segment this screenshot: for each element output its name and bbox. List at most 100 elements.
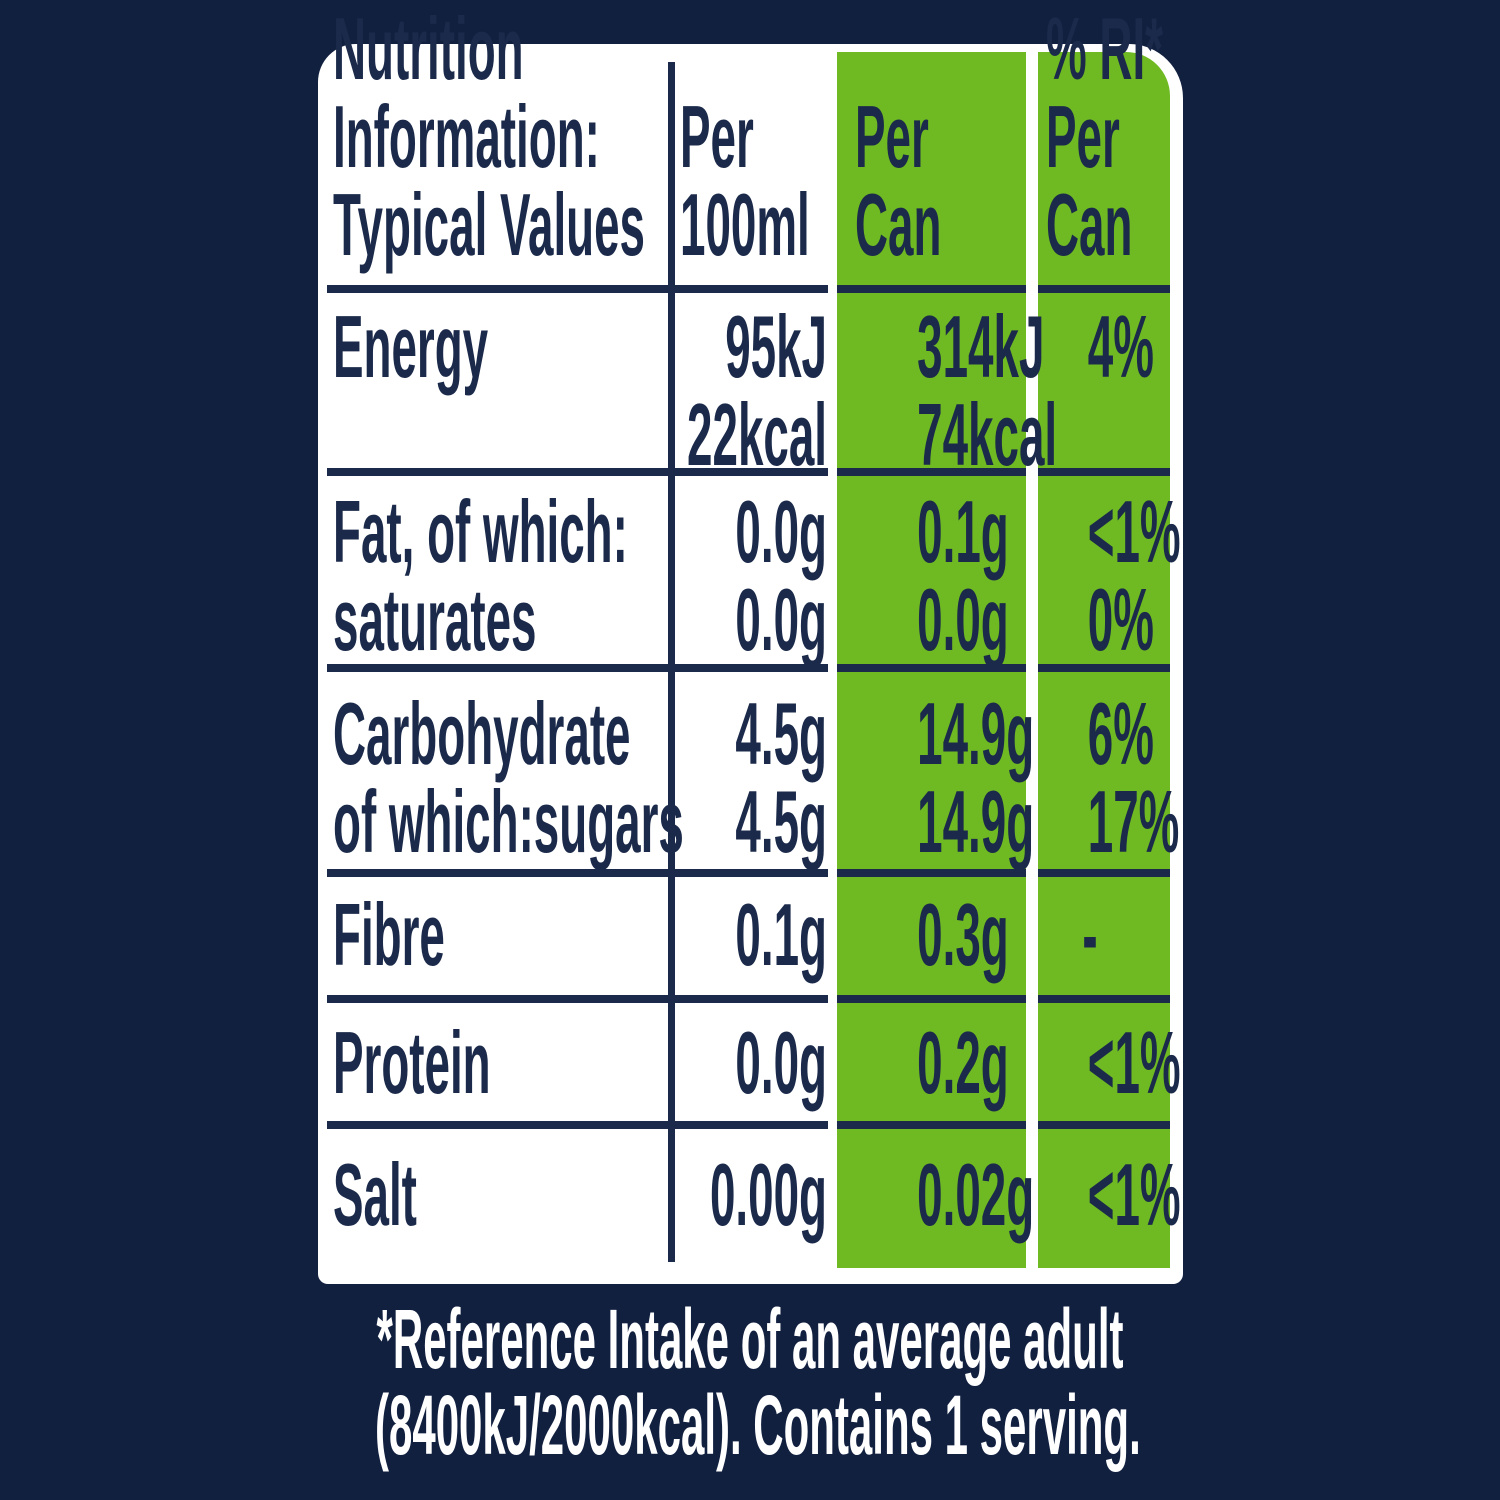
per-100ml-value: 0.1g <box>478 891 827 979</box>
ri-per-can-value: 6% 17% <box>1034 684 1180 871</box>
row-divider <box>837 664 1026 672</box>
row-divider <box>327 995 828 1003</box>
table-row-salt: Salt 0.00g 0.02g <1% <box>318 1125 1183 1284</box>
value-text: 95kJ <box>725 297 827 396</box>
row-label: Carbohydrate of which:sugars <box>333 690 684 866</box>
row-label-text: Fibre <box>333 885 445 984</box>
value-text: 17% <box>1087 772 1180 871</box>
value-text: 0.3g <box>917 885 1009 984</box>
value-text: 0.0g <box>917 570 1009 669</box>
value-text: 4.5g <box>735 772 827 871</box>
value-text: 0.0g <box>735 1013 827 1112</box>
header-line: % RI* <box>1046 0 1163 98</box>
value-text: 4.5g <box>735 684 827 783</box>
header-line: Nutrition <box>333 0 524 98</box>
footnote-line-1: *Reference Intake of an average adult <box>376 1292 1124 1386</box>
header-line: 100ml <box>680 175 810 274</box>
per-100ml-value: 95kJ 22kcal <box>478 303 827 479</box>
value-text: 14.9g <box>917 684 1035 783</box>
row-divider <box>1038 664 1170 672</box>
row-label: Fibre <box>333 891 673 979</box>
header-per-can: Per Can <box>855 93 1021 269</box>
row-divider <box>327 664 828 672</box>
row-divider <box>1038 1121 1170 1129</box>
row-label-text: Salt <box>333 1145 417 1244</box>
value-text: 0.00g <box>709 1145 827 1244</box>
table-header-row: Nutrition Information: Typical Values Pe… <box>318 5 1183 285</box>
header-line: Can <box>855 175 942 274</box>
reference-intake-footnote: *Reference Intake of an average adult (8… <box>0 1296 1500 1468</box>
value-text: <1% <box>1087 1013 1181 1112</box>
per-100ml-value: 0.0g <box>478 1019 827 1107</box>
per-can-value: 314kJ 74kcal <box>837 297 1058 484</box>
ri-per-can-value: 4% <box>1034 297 1154 396</box>
row-divider <box>837 1121 1026 1129</box>
row-divider <box>1038 285 1170 293</box>
table-row-protein: Protein 0.0g 0.2g <1% <box>318 999 1183 1121</box>
table-row-carbohydrate: Carbohydrate of which:sugars 4.5g 4.5g 1… <box>318 668 1183 869</box>
row-divider <box>1038 995 1170 1003</box>
value-text: <1% <box>1087 482 1181 581</box>
header-line: Information: <box>333 87 600 186</box>
value-text: 22kcal <box>687 385 827 484</box>
table-row-energy: Energy 95kJ 22kcal 314kJ 74kcal 4% <box>318 289 1183 479</box>
header-line: Per <box>1046 87 1120 186</box>
per-can-value: 0.02g <box>837 1145 1035 1244</box>
value-text: 0% <box>1087 570 1154 669</box>
header-line: Per <box>855 87 929 186</box>
row-label-text: saturates <box>333 570 537 669</box>
row-divider <box>1038 468 1170 476</box>
value-text: 6% <box>1087 684 1154 783</box>
per-can-value: 14.9g 14.9g <box>837 684 1035 871</box>
row-divider <box>837 995 1026 1003</box>
header-ri-per-can: % RI* Per Can <box>1046 5 1271 269</box>
row-label: Fat, of which: saturates <box>333 488 673 664</box>
value-text: 0.0g <box>735 570 827 669</box>
value-text: 0.02g <box>917 1145 1035 1244</box>
row-label: Salt <box>333 1151 673 1239</box>
row-label-text: Protein <box>333 1013 491 1112</box>
value-text: 0.1g <box>735 885 827 984</box>
value-text: 314kJ <box>917 297 1045 396</box>
row-label: Energy <box>333 303 673 391</box>
row-divider <box>327 869 828 877</box>
value-text: <1% <box>1087 1145 1181 1244</box>
value-text: 14.9g <box>917 772 1035 871</box>
table-row-fibre: Fibre 0.1g 0.3g - <box>318 873 1183 995</box>
ri-per-can-value: - <box>1034 891 1146 979</box>
per-100ml-value: 0.00g <box>478 1151 827 1239</box>
header-per-100ml: Per 100ml <box>680 93 930 269</box>
column-divider-line <box>668 62 675 1262</box>
ri-per-can-column-background <box>1038 52 1170 1268</box>
row-divider <box>327 468 828 476</box>
row-label-text: Energy <box>333 297 489 396</box>
value-text: 0.2g <box>917 1013 1009 1112</box>
row-label: Protein <box>333 1019 673 1107</box>
per-can-value: 0.2g <box>837 1013 1009 1112</box>
value-text: 4% <box>1087 297 1154 396</box>
header-line: Per <box>680 87 754 186</box>
value-text: 0.1g <box>917 482 1009 581</box>
row-divider <box>327 1121 828 1129</box>
value-text: - <box>1082 885 1098 984</box>
value-text: 74kcal <box>917 385 1058 484</box>
value-text: 0.0g <box>735 482 827 581</box>
ri-per-can-value: <1% <box>1034 1145 1181 1244</box>
row-divider <box>327 285 828 293</box>
header-typical-values: Nutrition Information: Typical Values <box>333 5 933 269</box>
per-can-value: 0.1g 0.0g <box>837 482 1009 669</box>
per-can-value: 0.3g <box>837 885 1009 984</box>
header-line: Typical Values <box>333 175 646 274</box>
per-100ml-value: 4.5g 4.5g <box>478 690 827 866</box>
row-divider <box>837 869 1026 877</box>
per-can-column-background <box>837 52 1026 1268</box>
nutrition-panel: Nutrition Information: Typical Values Pe… <box>318 5 1183 1284</box>
ri-per-can-value: <1% <box>1034 1013 1181 1112</box>
per-100ml-value: 0.0g 0.0g <box>478 488 827 664</box>
ri-per-can-value: <1% 0% <box>1034 482 1181 669</box>
row-divider <box>837 285 1026 293</box>
header-line: Can <box>1046 175 1133 274</box>
footnote-line-2: (8400kJ/2000kcal). Contains 1 serving. <box>375 1378 1141 1472</box>
row-divider <box>837 468 1026 476</box>
